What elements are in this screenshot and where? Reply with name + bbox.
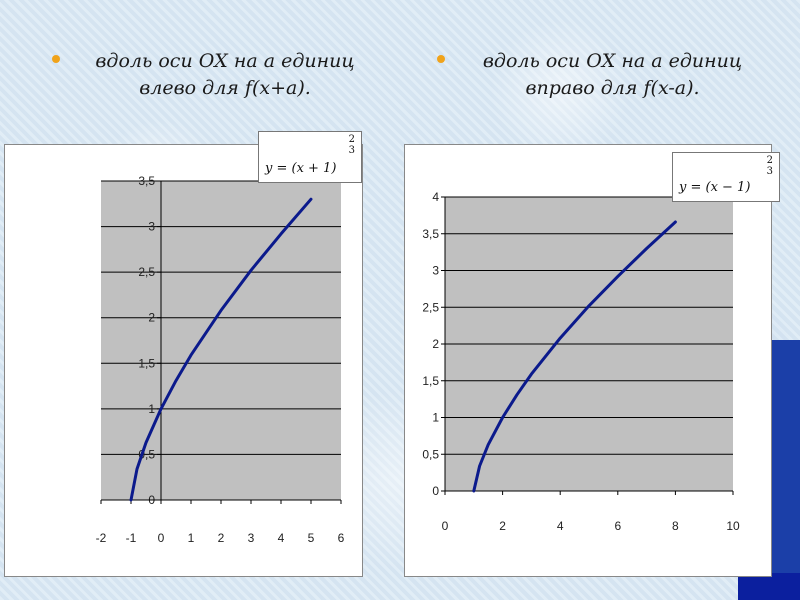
chart-left-xtick-label: -2 xyxy=(96,531,107,545)
bullet-left-line1: вдоль оси ОХ на а единиц xyxy=(95,50,355,72)
chart-right-ytick-label: 1 xyxy=(432,411,439,425)
formula-left-denominator: 3 xyxy=(348,145,355,156)
chart-left-series-line xyxy=(129,197,313,502)
chart-left-ytick-label: 1,5 xyxy=(138,356,155,370)
chart-right-xtick-label: 6 xyxy=(614,519,621,533)
decorative-strip xyxy=(770,340,800,575)
chart-right-xtick-label: 8 xyxy=(672,519,679,533)
bullet-left-line2: влево для f(x+a). xyxy=(139,77,311,99)
bullet-left: вдоль оси ОХ на а единиц влево для f(x+a… xyxy=(52,48,380,102)
chart-left-xtick-label: 2 xyxy=(218,531,225,545)
chart-right-xtick-label: 2 xyxy=(499,519,506,533)
chart-left-ytick-label: 2 xyxy=(148,311,155,325)
formula-left-main: y = (x + 1) xyxy=(265,161,337,176)
chart-right-xtick-label: 0 xyxy=(442,519,449,533)
chart-right-ytick-label: 3,5 xyxy=(422,227,439,241)
chart-right-ytick-label: 1,5 xyxy=(422,374,439,388)
chart-left-ytick-label: 2,5 xyxy=(138,265,155,279)
chart-left-plot-area xyxy=(101,181,341,500)
formula-left-exponent: 2 3 xyxy=(349,134,355,156)
bullet-right-line1: вдоль оси ОХ на а единиц xyxy=(482,50,743,72)
bullet-right-line2: вправо для f(x-a). xyxy=(525,77,700,99)
chart-right-ytick-label: 4 xyxy=(432,190,439,204)
bullet-right: вдоль оси ОХ на а единиц вправо для f(x-… xyxy=(437,48,770,102)
chart-right-ytick-label: 2 xyxy=(432,337,439,351)
formula-right: y = (x − 1) 2 3 xyxy=(672,152,780,202)
formula-right-exponent: 2 3 xyxy=(767,155,773,177)
bullet-dot-icon xyxy=(52,55,60,63)
formula-right-main: y = (x − 1) xyxy=(679,180,751,195)
chart-right-ytick-label: 3 xyxy=(432,264,439,278)
chart-right-xtick-label: 10 xyxy=(726,519,740,533)
chart-right-ytick-label: 0,5 xyxy=(422,447,439,461)
formula-right-denominator: 3 xyxy=(766,166,773,177)
formula-left: y = (x + 1) 2 3 xyxy=(258,131,362,183)
chart-left-ytick-label: 3 xyxy=(148,220,155,234)
chart-left-xtick-label: -1 xyxy=(126,531,137,545)
chart-right-svg: 0 0,5 1 1,5 2 2,5 3 3,5 4 0 2 4 6 8 10 xyxy=(422,190,740,533)
chart-left-xtick-label: 1 xyxy=(188,531,195,545)
chart-left-xtick-label: 6 xyxy=(338,531,345,545)
chart-right: 0 0,5 1 1,5 2 2,5 3 3,5 4 0 2 4 6 8 10 xyxy=(404,144,772,577)
chart-left: 0 0,5 1 1,5 2 2,5 3 3,5 -2 -1 0 1 2 3 4 5 6 xyxy=(4,144,363,577)
chart-right-ytick-label: 0 xyxy=(432,484,439,498)
bullet-dot-icon xyxy=(437,55,445,63)
chart-left-ytick-label: 3,5 xyxy=(138,174,155,188)
chart-left-svg: 00,511,522,533,5-2 -1 0 1 2 3 4 5 6 xyxy=(96,174,345,545)
formula-right-numerator: 2 xyxy=(766,155,773,166)
chart-right-xtick-label: 4 xyxy=(557,519,564,533)
chart-left-xtick-label: 3 xyxy=(248,531,255,545)
chart-left-xtick-label: 4 xyxy=(278,531,285,545)
chart-right-ytick-label: 2,5 xyxy=(422,300,439,314)
chart-left-ytick-label: 1 xyxy=(148,402,155,416)
chart-right-series-line xyxy=(472,220,677,493)
chart-left-xtick-label: 5 xyxy=(308,531,315,545)
formula-left-numerator: 2 xyxy=(348,134,355,145)
chart-left-xtick-label: 0 xyxy=(158,531,165,545)
decorative-corner-square xyxy=(738,573,800,600)
